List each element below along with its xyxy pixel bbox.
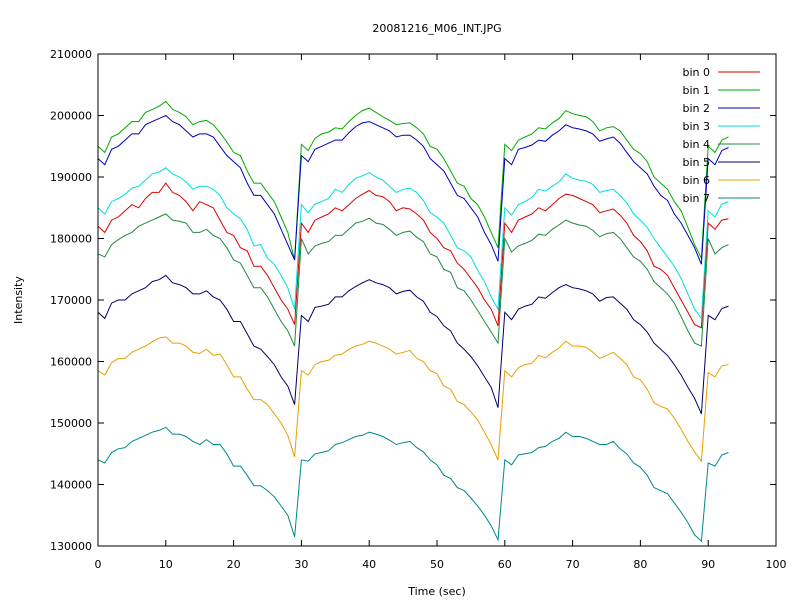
series-line-bin-2 [97,114,729,265]
series-line-bin-7 [97,426,729,543]
legend-label: bin 7 [682,192,710,205]
legend: bin 0 bin 1 bin 2 bin 3 bin 4 bin 5 bin 6 bin 7 [682,66,760,205]
axes-layer: 0 10 20 30 40 50 60 70 80 90 100 130000 140000 150000… [50,48,787,571]
chart-title: 20081216_M06_INT.JPG [372,22,501,35]
series-line-bin-5 [97,274,729,415]
y-tick-label: 200000 [50,110,92,123]
series-line-bin-3 [97,167,729,320]
series-line-bin-4 [97,213,729,347]
series-line-bin-6 [97,336,729,463]
x-tick-label: 40 [362,558,376,571]
legend-label: bin 4 [682,138,710,151]
x-tick-label: 30 [294,558,308,571]
series-layer [97,100,729,543]
y-tick-label: 180000 [50,233,92,246]
y-axis-label: Intensity [12,276,25,324]
y-tick-label: 210000 [50,48,92,61]
legend-label: bin 5 [682,156,710,169]
y-tick-label: 140000 [50,479,92,492]
legend-label: bin 6 [682,174,710,187]
legend-label: bin 1 [682,84,710,97]
x-axis-label: Time (sec) [407,585,466,598]
y-tick-label: 150000 [50,417,92,430]
y-tick-label: 170000 [50,294,92,307]
x-tick-label: 90 [701,558,715,571]
x-tick-label: 60 [498,558,512,571]
legend-label: bin 3 [682,120,710,133]
x-tick-label: 0 [95,558,102,571]
x-tick-label: 10 [159,558,173,571]
legend-label: bin 2 [682,102,710,115]
x-tick-label: 70 [566,558,580,571]
legend-label: bin 0 [682,66,710,79]
series-line-bin-1 [97,100,729,261]
x-tick-label: 100 [766,558,787,571]
y-tick-label: 190000 [50,171,92,184]
x-tick-label: 50 [430,558,444,571]
y-tick-label: 130000 [50,540,92,553]
x-tick-label: 20 [227,558,241,571]
y-tick-label: 160000 [50,356,92,369]
series-line-bin-0 [97,182,729,329]
x-tick-label: 80 [633,558,647,571]
